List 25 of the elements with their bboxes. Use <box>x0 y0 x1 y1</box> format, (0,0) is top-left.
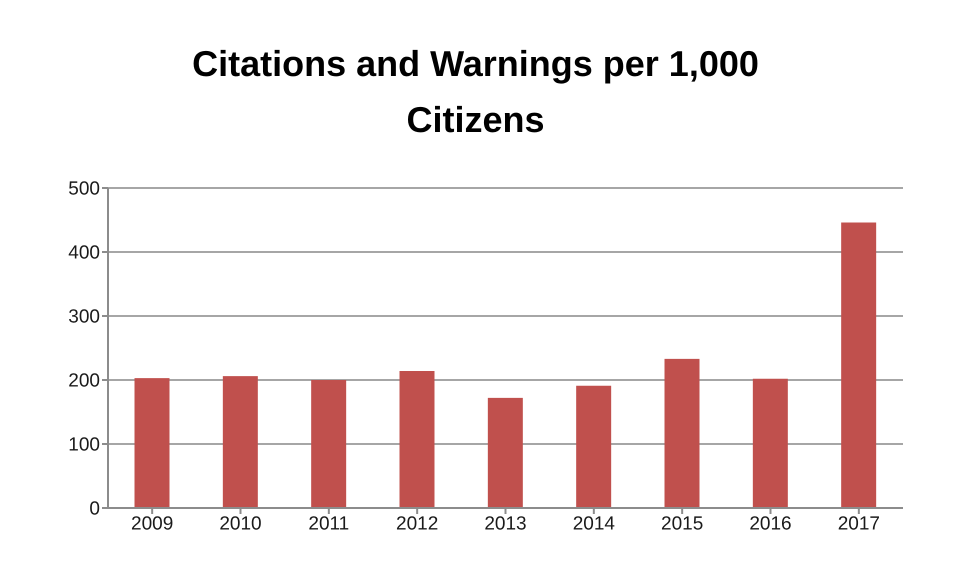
bar <box>222 376 258 508</box>
bar <box>488 398 523 508</box>
bar <box>576 386 612 508</box>
x-tick-label: 2010 <box>219 513 262 534</box>
bar <box>841 222 876 508</box>
bar <box>134 378 170 508</box>
chart-title: Citations and Warnings per 1,000 Citizens <box>191 42 760 142</box>
bar <box>400 371 434 508</box>
x-tick-label: 2014 <box>572 513 616 534</box>
y-tick-label: 100 <box>68 434 100 456</box>
y-tick-label: 400 <box>68 242 100 264</box>
x-tick-label: 2009 <box>131 513 174 534</box>
bar <box>752 378 788 508</box>
y-tick-label: 200 <box>68 370 100 392</box>
y-tick-label: 500 <box>68 178 100 200</box>
x-tick-label: 2011 <box>308 513 350 534</box>
x-tick-label: 2012 <box>396 513 438 534</box>
y-tick-label: 300 <box>68 306 100 328</box>
bar <box>664 358 700 508</box>
bar <box>311 380 346 508</box>
x-tick-label: 2017 <box>838 513 880 534</box>
x-tick-label: 2015 <box>661 513 704 534</box>
x-tick-label: 2013 <box>484 513 527 534</box>
y-tick-label: 0 <box>89 498 100 520</box>
x-tick-label: 2016 <box>749 513 792 534</box>
